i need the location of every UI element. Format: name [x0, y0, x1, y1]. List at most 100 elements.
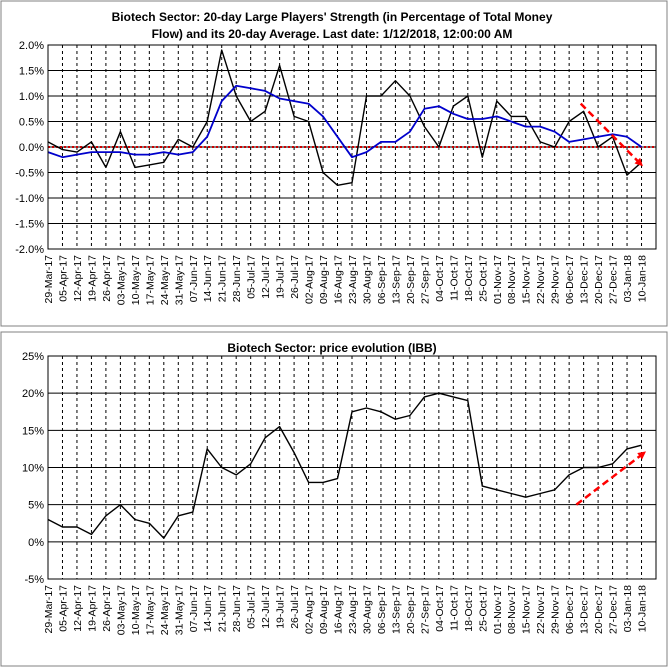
x-tick-label: 29-Nov-17	[550, 585, 562, 634]
strength-chart-trend-arrow	[579, 102, 643, 167]
price-chart-trend-arrow	[575, 451, 647, 506]
x-tick-label: 10-Jan-18	[637, 585, 649, 632]
strength-chart-border	[0, 0, 668, 327]
price-chart-title: Biotech Sector: price evolution (IBB)	[227, 341, 436, 355]
x-tick-label: 28-Jun-17	[231, 255, 243, 302]
x-tick-label: 10-Jan-18	[637, 255, 649, 302]
y-tick-label: 25%	[22, 351, 44, 363]
x-tick-label: 06-Dec-17	[564, 585, 576, 634]
x-tick-label: 15-Nov-17	[521, 585, 533, 634]
x-tick-label: 05-Jul-17	[246, 585, 258, 629]
x-tick-label: 14-Jun-17	[202, 255, 214, 302]
series-line-price	[47, 392, 642, 539]
x-tick-label: 23-Aug-17	[347, 585, 359, 634]
x-tick-label: 03-May-17	[115, 585, 127, 635]
x-tick-label: 30-Aug-17	[361, 255, 373, 304]
x-tick-label: 20-Sep-17	[405, 585, 417, 634]
x-tick-label: 01-Nov-17	[492, 585, 504, 634]
x-tick-label: 27-Dec-17	[608, 255, 620, 304]
x-tick-label: 30-Aug-17	[361, 585, 373, 634]
x-tick-label: 06-Sep-17	[376, 255, 388, 304]
y-tick-label: -1.0%	[15, 193, 44, 205]
x-tick-label: 02-Aug-17	[304, 255, 316, 304]
y-tick-label: -5%	[24, 574, 44, 586]
x-tick-label: 15-Nov-17	[521, 255, 533, 304]
x-tick-label: 31-May-17	[173, 255, 185, 305]
x-tick-label: 12-Apr-17	[72, 255, 84, 302]
x-tick-label: 08-Nov-17	[506, 255, 518, 304]
x-tick-label: 10-May-17	[130, 585, 142, 635]
x-tick-label: 23-Aug-17	[347, 255, 359, 304]
x-tick-label: 14-Jun-17	[202, 585, 214, 632]
x-tick-label: 19-Apr-17	[86, 255, 98, 302]
x-tick-label: 03-Jan-18	[622, 255, 634, 302]
x-tick-label: 29-Mar-17	[43, 585, 55, 634]
x-tick-label: 20-Sep-17	[405, 255, 417, 304]
strength-chart-y-axis: 2.0% 1.5% 1.0% 0.5% 0.0% -0.5% -1.0% -1.5% -2.0%	[15, 40, 44, 256]
y-tick-label: 0.5%	[19, 117, 44, 129]
strength-chart-series	[47, 49, 643, 187]
x-tick-label: 17-May-17	[144, 585, 156, 635]
x-tick-label: 19-Apr-17	[86, 585, 98, 632]
x-tick-label: 06-Dec-17	[564, 255, 576, 304]
price-chart-x-axis: 29-Mar-17 05-Apr-17 12-Apr-17 19-Apr-17 26-A…	[43, 585, 649, 635]
y-tick-label: -0.5%	[15, 168, 44, 180]
strength-chart-x-axis: 29-Mar-17 05-Apr-17 12-Apr-17 19-Apr-17 26-A…	[43, 255, 649, 305]
y-tick-label: -2.0%	[15, 244, 44, 256]
x-tick-label: 11-Oct-17	[448, 255, 460, 301]
price-chart-border	[0, 331, 668, 667]
x-tick-label: 07-Jun-17	[188, 255, 200, 302]
price-chart-grid	[48, 355, 656, 580]
x-tick-label: 31-May-17	[173, 585, 185, 635]
price-plot-area	[47, 355, 657, 580]
x-tick-label: 26-Jul-17	[289, 585, 301, 629]
y-tick-label: 15%	[22, 425, 44, 437]
y-tick-label: 10%	[22, 463, 44, 475]
series-line-20-day-average	[47, 84, 643, 159]
x-tick-label: 02-Aug-17	[304, 585, 316, 634]
x-tick-label: 12-Jul-17	[260, 255, 272, 299]
x-tick-label: 26-Apr-17	[101, 255, 113, 302]
x-tick-label: 13-Sep-17	[390, 255, 402, 304]
x-tick-label: 08-Nov-17	[506, 585, 518, 634]
x-tick-label: 05-Apr-17	[57, 255, 69, 302]
x-tick-label: 03-May-17	[115, 255, 127, 305]
x-tick-label: 24-May-17	[159, 585, 171, 635]
trend-arrow	[579, 102, 643, 167]
y-tick-label: 0%	[28, 537, 44, 549]
x-tick-label: 25-Oct-17	[477, 585, 489, 632]
y-tick-label: 1.5%	[19, 66, 44, 78]
price-chart-panel: Biotech Sector: price evolution (IBB) 25…	[0, 331, 668, 667]
x-tick-label: 26-Apr-17	[101, 585, 113, 632]
x-tick-label: 12-Jul-17	[260, 585, 272, 629]
y-tick-label: 5%	[28, 500, 44, 512]
x-tick-label: 26-Jul-17	[289, 255, 301, 299]
y-tick-label: 2.0%	[19, 40, 44, 52]
y-tick-label: -1.5%	[15, 219, 44, 231]
x-tick-label: 22-Nov-17	[535, 255, 547, 304]
x-tick-label: 10-May-17	[130, 255, 142, 305]
x-tick-label: 04-Oct-17	[434, 255, 446, 302]
x-tick-label: 25-Oct-17	[477, 255, 489, 302]
x-tick-label: 20-Dec-17	[593, 585, 605, 634]
x-tick-label: 19-Jul-17	[275, 255, 287, 299]
x-tick-label: 05-Apr-17	[57, 585, 69, 632]
x-tick-label: 01-Nov-17	[492, 255, 504, 304]
x-tick-label: 21-Jun-17	[217, 255, 229, 302]
y-tick-label: 1.0%	[19, 91, 44, 103]
price-chart-y-axis: 25% 20% 15% 10% 5% 0% -5%	[22, 351, 44, 586]
x-tick-label: 16-Aug-17	[333, 255, 345, 304]
price-chart-series	[47, 392, 642, 539]
x-tick-label: 20-Dec-17	[593, 255, 605, 304]
x-tick-label: 05-Jul-17	[246, 255, 258, 299]
x-tick-label: 13-Dec-17	[579, 255, 591, 304]
strength-chart-panel: Biotech Sector: 20-day Large Players' St…	[0, 0, 668, 327]
x-tick-label: 07-Jun-17	[188, 585, 200, 632]
x-tick-label: 27-Dec-17	[608, 585, 620, 634]
x-tick-label: 19-Jul-17	[275, 585, 287, 629]
y-tick-label: 0.0%	[19, 142, 44, 154]
strength-chart-title-line1: Biotech Sector: 20-day Large Players' St…	[112, 10, 553, 24]
series-line-strength	[47, 49, 642, 187]
x-tick-label: 16-Aug-17	[333, 585, 345, 634]
